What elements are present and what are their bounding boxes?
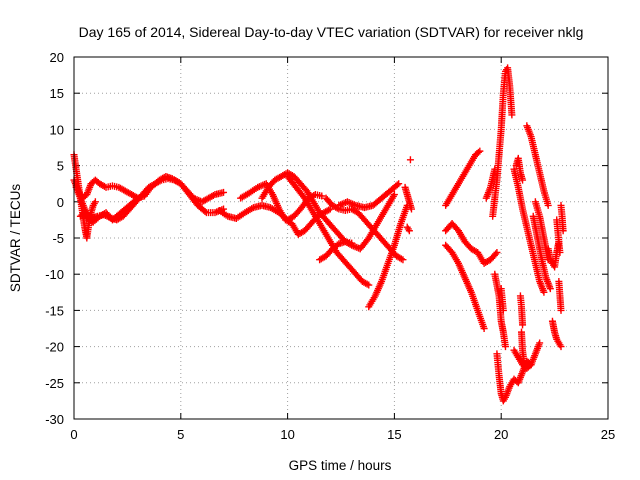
data-point (156, 177, 164, 185)
x-tick-label: 0 (70, 427, 77, 442)
data-point (390, 191, 398, 199)
series-arc-08 (284, 172, 373, 289)
series-arc-27 (529, 212, 554, 293)
data-point (540, 288, 548, 296)
data-point (519, 321, 527, 329)
data-point (134, 194, 142, 202)
y-tick-label: 5 (57, 159, 64, 174)
x-tick-label: 10 (280, 427, 294, 442)
series-arc-18 (442, 241, 488, 332)
data-point (556, 248, 564, 256)
series-arc-33 (516, 292, 527, 329)
series-arc-17 (442, 220, 501, 267)
y-tick-label: 20 (50, 50, 64, 65)
data-point (399, 256, 407, 264)
series-arc-14 (403, 223, 413, 235)
data-point (133, 195, 141, 203)
series-arc-22 (493, 350, 535, 405)
series-arc-21 (491, 270, 509, 351)
data-point (476, 147, 484, 155)
data-point (474, 148, 482, 156)
data-point (348, 239, 356, 247)
series-arc-26 (523, 122, 552, 209)
y-tick-label: -20 (45, 340, 64, 355)
data-point (318, 192, 326, 200)
data-point (325, 206, 333, 214)
data-point (405, 227, 413, 235)
series-arc-04 (76, 194, 142, 226)
y-tick-label: 0 (57, 195, 64, 210)
x-tick-label: 25 (601, 427, 615, 442)
data-points (70, 64, 567, 405)
data-point (326, 205, 334, 213)
x-tick-label: 20 (494, 427, 508, 442)
data-point (546, 285, 554, 293)
data-point (407, 205, 415, 213)
data-point (499, 306, 507, 314)
series-arc-15 (406, 156, 414, 164)
data-point (363, 280, 371, 288)
y-axis-label: SDTVAR / TECUs (8, 184, 23, 293)
axis-ticks: 0 5 10 15 20 25 20 15 10 5 0 -5 -10 -15 -20 -25 -30 (45, 50, 615, 442)
data-point (365, 281, 373, 289)
series-arc-12 (365, 201, 411, 311)
data-point (521, 364, 529, 372)
series-arc-20 (489, 64, 516, 220)
series-arc-10 (316, 238, 356, 264)
data-point (559, 227, 567, 235)
data-point (201, 207, 209, 215)
y-tick-label: -10 (45, 267, 64, 282)
data-point (493, 248, 501, 256)
series-arc-13 (401, 183, 415, 213)
data-point (519, 176, 527, 184)
data-point (406, 156, 414, 164)
y-tick-label: -30 (45, 412, 64, 427)
data-point (395, 180, 403, 188)
y-tick-label: 15 (50, 86, 64, 101)
data-point (508, 111, 516, 119)
x-tick-label: 15 (387, 427, 401, 442)
data-point (557, 306, 565, 314)
data-point (480, 325, 488, 332)
series-arc-06 (237, 180, 334, 238)
x-tick-label: 5 (177, 427, 184, 442)
y-tick-label: -15 (45, 303, 64, 318)
data-point (536, 339, 544, 347)
series-arc-35 (555, 277, 565, 314)
y-tick-label: 10 (50, 122, 64, 137)
data-point (91, 198, 99, 206)
chart-title: Day 165 of 2014, Sidereal Day-to-day VTE… (79, 24, 584, 40)
data-point (220, 188, 228, 196)
y-tick-label: -25 (45, 376, 64, 391)
plot-frame (73, 56, 609, 420)
series-arc-09 (322, 194, 407, 264)
data-point (393, 181, 401, 189)
data-point (492, 250, 500, 258)
data-point (397, 255, 405, 263)
series-arc-31 (557, 201, 567, 235)
series-arc-36 (497, 285, 507, 314)
data-point (209, 191, 217, 199)
series-arc-16 (442, 147, 484, 209)
data-point (544, 201, 552, 209)
x-axis-label: GPS time / hours (289, 458, 392, 473)
series-arc-34 (517, 328, 529, 372)
data-point (557, 343, 565, 351)
series-arc-11 (335, 180, 403, 212)
data-point (501, 343, 509, 351)
series-arc-25 (512, 154, 527, 184)
y-tick-label: -5 (52, 231, 64, 246)
series-arc-32 (548, 317, 565, 351)
series-arc-24 (510, 165, 548, 296)
